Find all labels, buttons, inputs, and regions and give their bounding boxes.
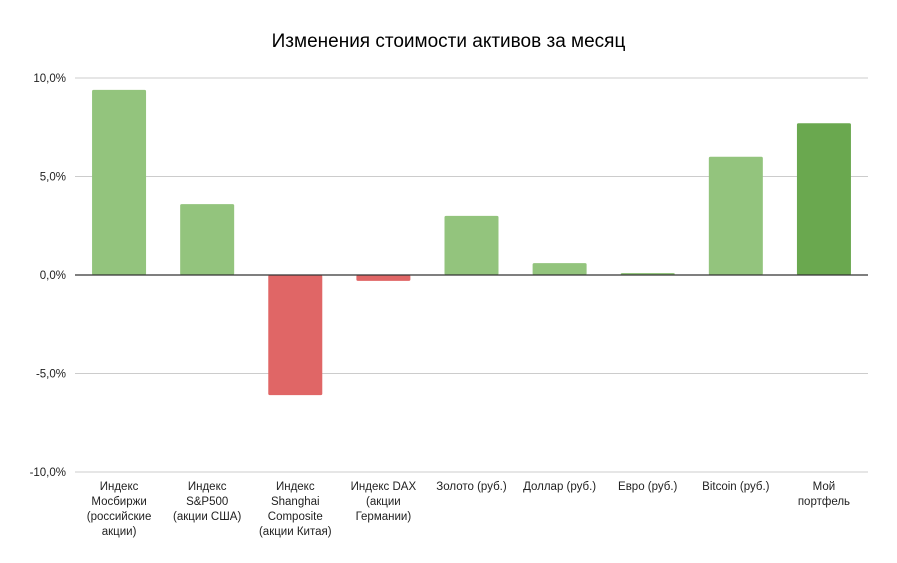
category-label-line: Мой xyxy=(813,481,836,493)
category-label: Мой портфель xyxy=(798,481,850,508)
category-label-line: Composite xyxy=(268,511,323,523)
category-label: Индекс S&P500 (акции США) xyxy=(173,481,241,523)
category-label: Доллар (руб.) xyxy=(523,481,596,493)
x-axis-category-labels: Индекс Мосбиржи (российские акции) Индекс S&P… xyxy=(87,481,850,538)
y-tick-label: -10,0% xyxy=(30,467,66,479)
bar xyxy=(268,275,323,396)
category-label-line: Индекс xyxy=(100,481,139,493)
category-label-line: Bitcoin (руб.) xyxy=(702,481,769,493)
category-label-line: (акции Китая) xyxy=(259,526,332,538)
y-tick-label: 5,0% xyxy=(40,172,66,184)
bar xyxy=(356,275,411,281)
bar xyxy=(532,263,587,275)
category-label-line: Индекс DAX xyxy=(351,481,417,493)
bar xyxy=(796,123,851,275)
category-label-line: Золото (руб.) xyxy=(436,481,507,493)
category-label-line: Индекс xyxy=(276,481,315,493)
category-label-line: Мосбиржи xyxy=(91,496,146,508)
category-label-line: Shanghai xyxy=(271,496,320,508)
category-label-line: портфель xyxy=(798,496,850,508)
y-tick-label: 10,0% xyxy=(33,73,66,85)
category-label-line: Доллар (руб.) xyxy=(523,481,596,493)
category-label: Золото (руб.) xyxy=(436,481,507,493)
category-label-line: Индекс xyxy=(188,481,227,493)
category-label: Индекс Shanghai Composite (акции Китая) xyxy=(259,481,332,538)
category-label-line: акции) xyxy=(102,526,137,538)
chart-title: Изменения стоимости активов за месяц xyxy=(272,31,626,52)
category-label: Евро (руб.) xyxy=(618,481,678,493)
category-label-line: (акции xyxy=(366,496,401,508)
bar xyxy=(180,204,235,275)
bar xyxy=(92,89,147,275)
y-axis-tick-labels: 10,0% 5,0% 0,0% -5,0% -10,0% xyxy=(30,73,66,479)
category-label-line: Германии) xyxy=(356,511,412,523)
y-tick-label: 0,0% xyxy=(40,270,66,282)
category-label-line: Евро (руб.) xyxy=(618,481,678,493)
y-tick-label: -5,0% xyxy=(36,369,66,381)
category-label-line: (акции США) xyxy=(173,511,241,523)
category-label-line: (российские xyxy=(87,511,152,523)
category-label-line: S&P500 xyxy=(186,496,228,508)
bar xyxy=(444,215,499,275)
category-label: Bitcoin (руб.) xyxy=(702,481,769,493)
category-label: Индекс DAX (акции Германии) xyxy=(351,481,417,523)
bar xyxy=(708,156,763,275)
bars xyxy=(92,89,851,396)
category-label: Индекс Мосбиржи (российские акции) xyxy=(87,481,152,538)
